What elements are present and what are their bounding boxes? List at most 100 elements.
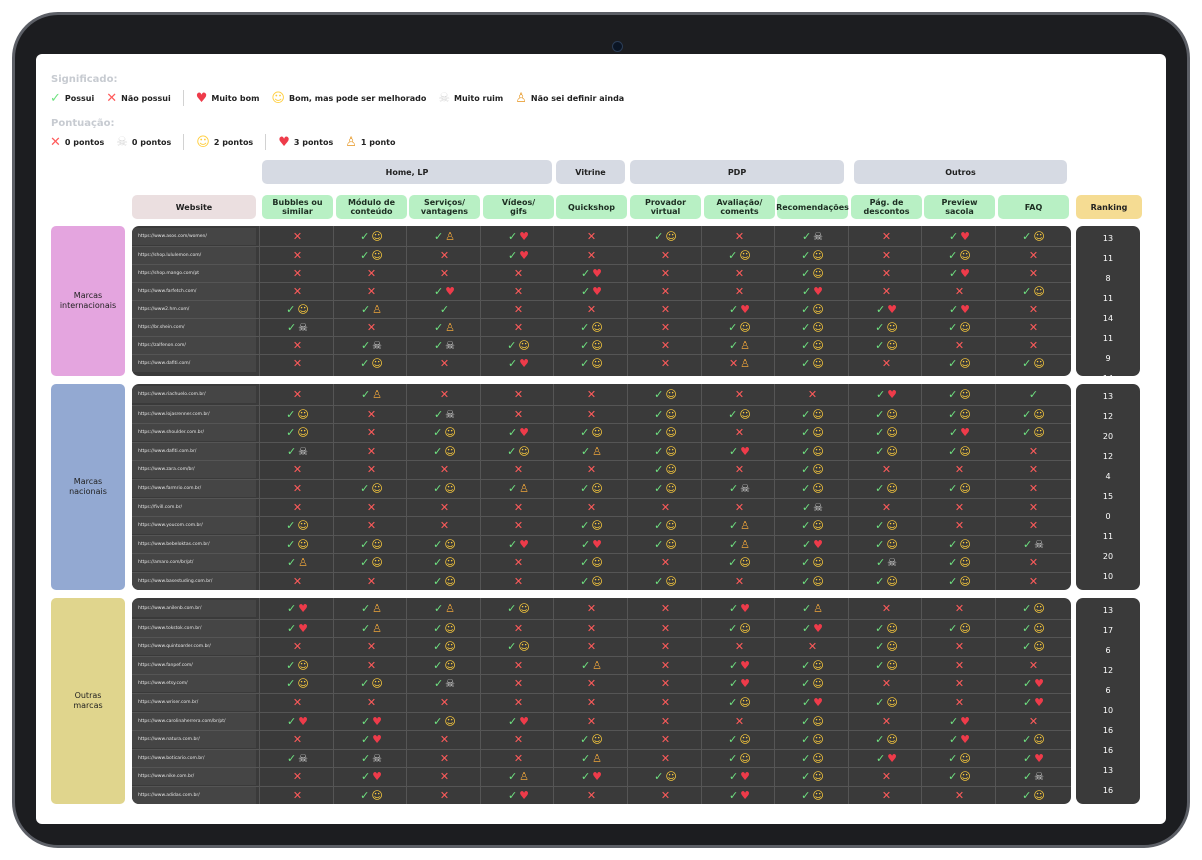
website-url[interactable]: https://www.fanpef.com/ (132, 656, 256, 674)
column-header: Serviços/ vantagens (409, 195, 480, 219)
check-icon: ✓ (50, 90, 61, 106)
website-url[interactable]: https://br.shein.com/ (132, 319, 256, 336)
website-url[interactable]: https://www.nike.com.br/ (132, 768, 256, 786)
skull-icon: ☠ (438, 90, 451, 106)
rating-cell: ✓ ♥ (924, 228, 995, 245)
website-url[interactable]: https://www.riachuelo.com.br/ (132, 386, 256, 403)
column-divider (921, 384, 922, 590)
rating-cell: ✓ ☺ (704, 319, 775, 336)
smile-icon: ☺ (739, 249, 751, 262)
cross-icon: ✕ (734, 388, 745, 401)
rating-cell: ✕ (924, 600, 995, 617)
check-icon: ✓ (1022, 677, 1033, 691)
ranking-value: 17 (1102, 625, 1114, 635)
check-icon: ✓ (580, 339, 590, 352)
cross-icon: ✕ (513, 575, 524, 588)
rating-cell: ✕ (998, 301, 1069, 318)
cross-icon: ✕ (292, 575, 303, 588)
check-icon: ✓ (948, 303, 959, 316)
check-icon: ✓ (948, 357, 958, 370)
rating-cell: ✕ (998, 461, 1069, 478)
rating-cell: ✓ ☺ (630, 480, 701, 497)
cross-icon: ✕ (513, 267, 524, 280)
check-icon: ✓ (654, 575, 664, 588)
rating-cell: ✓ ♥ (483, 787, 554, 804)
website-url[interactable]: https://www.bebeloktas.com.br/ (132, 535, 256, 553)
rating-cell: ✕ (630, 600, 701, 617)
website-url[interactable]: https://shop.lululemon.com/ (132, 247, 256, 264)
cross-icon: ✕ (513, 285, 524, 298)
rating-cell: ✓ ♙ (704, 517, 775, 534)
website-url[interactable]: https://fivill.com.br/ (132, 498, 256, 516)
website-url[interactable]: https://www.zara.com/br/ (132, 461, 256, 479)
website-url[interactable]: https://www.lojasrenner.com.br/ (132, 405, 256, 423)
rating-cell: ✕ (851, 768, 922, 785)
website-url[interactable]: https://www.youcom.com.br/ (132, 517, 256, 535)
website-url[interactable]: https://www.tokstok.com.br/ (132, 619, 256, 637)
website-url[interactable]: https://www.carolinaherrera.com/br/pt/ (132, 712, 256, 730)
skull-icon: ☠ (740, 482, 751, 495)
website-url[interactable]: https://www.shoulder.com.br/ (132, 424, 256, 442)
website-url[interactable]: https://www.anilenb.com.br/ (132, 600, 256, 617)
cross-icon: ✕ (881, 230, 892, 243)
check-icon: ✓ (654, 230, 664, 243)
check-icon: ✓ (948, 482, 958, 495)
rating-cell: ✕ (630, 675, 701, 692)
rating-cell: ✓ ♙ (704, 337, 775, 354)
check-icon: ✓ (948, 770, 958, 784)
skull-icon: ☠ (298, 321, 309, 334)
website-url[interactable]: https://www2.hm.com/ (132, 301, 256, 318)
rating-cell: ✓ ☺ (556, 319, 627, 336)
column-divider (701, 384, 702, 590)
table-row: https://www.adidas.com.br/✕ ✓ ☺ ✕ ✓ ♥ ✕ ✕ ✓ ♥ ✓ ☺ ✕ ✕… (132, 786, 1071, 804)
rating-cell: ✓ ☺ (998, 283, 1069, 300)
website-url[interactable]: https://www.etsy.com/ (132, 675, 256, 693)
cross-icon: ✕ (439, 519, 450, 533)
heart-icon: ♥ (740, 789, 751, 802)
rating-cell: ✓ ☺ (998, 731, 1069, 748)
ranking-value: 6 (1105, 685, 1111, 695)
website-url[interactable]: https://amaro.com/br/pt/ (132, 554, 256, 572)
check-icon: ✓ (875, 388, 886, 401)
skull-icon: ☠ (298, 751, 309, 765)
legend-item: ✕ 0 pontos (50, 136, 104, 149)
rating-cell: ✓ ☠ (998, 536, 1069, 553)
website-url[interactable]: https://www.farmrio.com.br/ (132, 480, 256, 497)
rating-cell: ✕ (556, 638, 627, 655)
cross-icon: ✕ (586, 640, 597, 654)
rating-cell: ✓ ☺ (777, 657, 848, 674)
website-url[interactable]: https://zalfenon.com/ (132, 337, 256, 354)
website-url[interactable]: https://www.farfetch.com/ (132, 283, 256, 300)
check-icon: ✓ (580, 519, 590, 533)
check-icon: ✓ (433, 556, 443, 570)
rating-cell: ✕ (483, 731, 554, 748)
website-url[interactable]: https://www.wriser.com.br/ (132, 694, 256, 711)
cross-icon: ✕ (366, 407, 377, 421)
rating-cell: ✓ ☺ (556, 554, 627, 571)
website-url[interactable]: https://www.asos.com/women/ (132, 228, 256, 245)
check-icon: ✓ (286, 303, 296, 316)
cross-icon: ✕ (50, 134, 61, 150)
check-icon: ✓ (875, 658, 885, 672)
rating-cell: ✕ (556, 620, 627, 637)
rating-cell: ✕ (262, 787, 333, 804)
cross-icon: ✕ (954, 789, 965, 802)
website-url[interactable]: https://www.quintoarder.com.br/ (132, 638, 256, 656)
column-divider (406, 598, 407, 804)
smile-icon: ☺ (886, 519, 898, 533)
smile-icon: ☺ (812, 482, 824, 495)
column-header: Recomendações (776, 195, 849, 219)
check-icon: ✓ (286, 407, 296, 421)
column-header: Quickshop (556, 195, 627, 219)
rating-cell: ✓ ♥ (704, 768, 775, 785)
website-url[interactable]: https://www.natura.com.br/ (132, 731, 256, 749)
website-url[interactable]: https://www.basestuding.com.br/ (132, 573, 256, 590)
website-url[interactable]: https://www.boticario.com.br/ (132, 749, 256, 767)
rating-cell: ✕ (409, 499, 480, 516)
cross-icon: ✕ (586, 500, 597, 514)
website-url[interactable]: https://www.dafiti.com.br/ (132, 442, 256, 460)
website-url[interactable]: https://www.adidas.com.br/ (132, 787, 256, 804)
smile-icon: ☺ (297, 426, 309, 440)
website-url[interactable]: https://shop.mango.com/pt (132, 265, 256, 282)
website-url[interactable]: https://www.dafiti.com/ (132, 355, 256, 372)
